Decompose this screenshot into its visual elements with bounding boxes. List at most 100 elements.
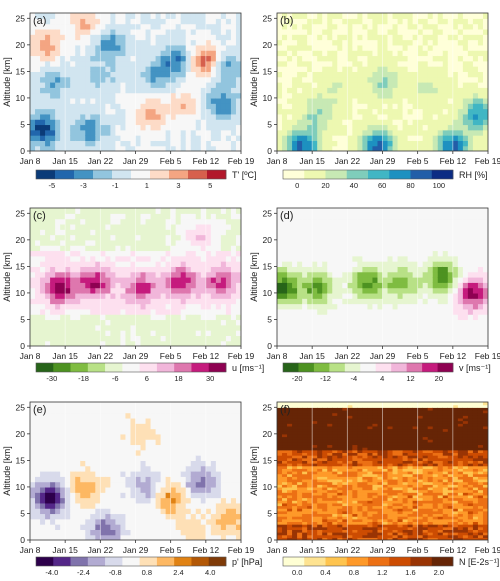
- heatmap-cell: [135, 97, 142, 104]
- heatmap-cell: [472, 60, 479, 67]
- heatmap-cell: [30, 444, 36, 451]
- heatmap-cell: [292, 129, 298, 136]
- heatmap-cell: [145, 113, 152, 120]
- heatmap-cell: [40, 44, 46, 51]
- heatmap-cell: [50, 18, 56, 25]
- heatmap-cell: [55, 292, 61, 299]
- heatmap-cell: [60, 407, 66, 414]
- heatmap-cell: [477, 145, 484, 151]
- heatmap-cell: [40, 471, 46, 477]
- heatmap-cell: [35, 18, 41, 25]
- heatmap-cell: [175, 108, 182, 115]
- panel-a: (a)Jan 8 Jan 15 Jan 22 Jan 29 Feb 5 Feb 12 Feb…: [2, 12, 257, 190]
- heatmap-cell: [30, 471, 36, 477]
- heatmap-cell: [282, 18, 288, 25]
- heatmap-cell: [412, 103, 419, 110]
- heatmap-cell: [45, 18, 51, 25]
- heatmap-cell: [75, 129, 81, 136]
- heatmap-cell: [452, 28, 459, 35]
- heatmap-cell: [427, 298, 434, 305]
- heatmap-cell: [45, 314, 51, 321]
- heatmap-cell: [35, 124, 41, 131]
- heatmap-cell: [55, 135, 61, 141]
- heatmap-cell: [352, 245, 358, 252]
- heatmap-cell: [332, 229, 338, 236]
- heatmap-cell: [397, 255, 404, 262]
- heatmap-cell: [377, 250, 384, 257]
- heatmap-cell: [180, 229, 187, 236]
- heatmap-cell: [100, 471, 106, 477]
- heatmap-cell: [347, 23, 353, 30]
- heatmap-cell: [145, 314, 152, 321]
- heatmap-cell: [337, 92, 343, 99]
- heatmap-cell: [447, 292, 454, 299]
- heatmap-cell: [230, 213, 237, 220]
- heatmap-cell: [332, 82, 338, 88]
- heatmap-cell: [90, 250, 96, 257]
- heatmap-cell: [457, 103, 464, 110]
- heatmap-cell: [85, 324, 91, 331]
- heatmap-cell: [85, 524, 91, 530]
- heatmap-cell: [50, 87, 56, 94]
- heatmap-cell: [437, 66, 444, 72]
- heatmap-cell: [200, 82, 207, 88]
- panel-label: (a): [33, 15, 46, 27]
- heatmap-cell: [125, 245, 132, 252]
- heatmap-cell: [230, 298, 237, 305]
- heatmap-cell: [312, 298, 318, 305]
- heatmap-cell: [30, 497, 36, 504]
- heatmap-cell: [190, 208, 197, 214]
- heatmap-cell: [402, 223, 409, 230]
- heatmap-cell: [130, 28, 137, 35]
- heatmap-cell: [357, 76, 363, 83]
- heatmap-cell: [427, 18, 434, 25]
- heatmap-cell: [277, 292, 283, 299]
- heatmap-cell: [130, 60, 137, 67]
- heatmap-cell: [30, 66, 36, 72]
- heatmap-cell: [80, 433, 86, 440]
- heatmap-cell: [165, 140, 172, 147]
- heatmap-cell: [65, 481, 71, 488]
- heatmap-cell: [145, 140, 152, 147]
- heatmap-cell: [307, 245, 313, 252]
- heatmap-cell: [287, 282, 293, 289]
- heatmap-cell: [50, 239, 56, 246]
- heatmap-cell: [180, 271, 187, 278]
- heatmap-cell: [277, 308, 283, 315]
- heatmap-cell: [307, 314, 313, 321]
- heatmap-cell: [210, 340, 217, 346]
- heatmap-cell: [357, 277, 363, 283]
- heatmap-cell: [120, 18, 127, 25]
- heatmap-cell: [55, 460, 61, 467]
- heatmap-cell: [115, 218, 122, 225]
- heatmap-cell: [80, 135, 86, 141]
- heatmap-cell: [30, 34, 36, 41]
- heatmap-cell: [317, 119, 323, 126]
- heatmap-cell: [282, 44, 288, 51]
- heatmap-cell: [230, 314, 237, 321]
- heatmap-cell: [35, 460, 41, 467]
- heatmap-cell: [220, 82, 227, 88]
- heatmap-cell: [40, 417, 46, 424]
- heatmap-cell: [432, 129, 439, 136]
- heatmap-cell: [482, 218, 488, 225]
- heatmap-cell: [220, 50, 227, 57]
- heatmap-cell: [100, 39, 106, 46]
- heatmap-cell: [50, 119, 56, 126]
- heatmap-cell: [472, 282, 479, 289]
- heatmap-cell: [70, 455, 76, 461]
- heatmap-cell: [40, 34, 46, 41]
- heatmap-cell: [85, 455, 91, 461]
- heatmap-cell: [220, 266, 227, 273]
- heatmap-cell: [397, 145, 404, 151]
- heatmap-cell: [140, 28, 147, 35]
- heatmap-cell: [225, 39, 232, 46]
- heatmap-cell: [80, 55, 86, 62]
- heatmap-cell: [457, 129, 464, 136]
- heatmap-cell: [372, 223, 379, 230]
- heatmap-cell: [382, 213, 389, 220]
- heatmap-cell: [220, 140, 227, 147]
- heatmap-cell: [50, 298, 56, 305]
- heatmap-cell: [372, 18, 379, 25]
- heatmap-cell: [377, 266, 384, 273]
